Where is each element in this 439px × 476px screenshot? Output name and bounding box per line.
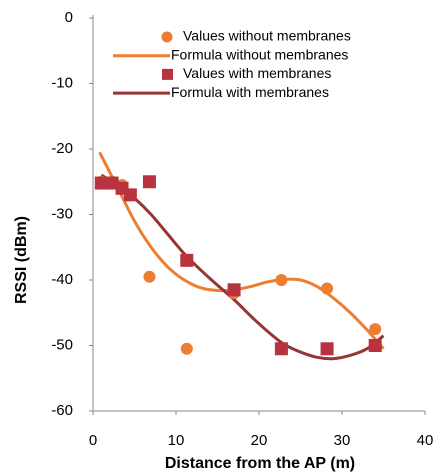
y-tick-label: -30 bbox=[51, 205, 73, 222]
legend: Values without membranes Formula without … bbox=[113, 28, 351, 100]
trend-line bbox=[100, 173, 385, 361]
y-axis-title: RSSI (dBm) bbox=[13, 216, 30, 304]
point bbox=[142, 175, 156, 189]
point bbox=[275, 274, 288, 286]
trend-line bbox=[98, 151, 385, 350]
point bbox=[123, 188, 137, 202]
x-tick-label: 0 bbox=[89, 432, 97, 449]
point bbox=[320, 342, 334, 356]
point bbox=[368, 339, 382, 352]
y-tick-label: -60 bbox=[51, 402, 73, 419]
y-tick-label: -50 bbox=[51, 336, 73, 353]
x-tick-label: 20 bbox=[251, 432, 268, 449]
legend-swatch bbox=[161, 31, 173, 43]
x-tick-label: 10 bbox=[168, 432, 185, 449]
x-tick-label: 40 bbox=[417, 432, 434, 449]
legend-label: Formula without membranes bbox=[171, 46, 348, 62]
legend-swatch bbox=[162, 68, 173, 80]
y-tick-label: 0 bbox=[65, 9, 73, 26]
legend-label: Values without membranes bbox=[183, 28, 351, 44]
y-tick-label: -10 bbox=[51, 74, 73, 91]
point bbox=[321, 282, 334, 295]
point bbox=[143, 270, 156, 283]
point bbox=[105, 176, 119, 190]
x-axis-title: Distance from the AP (m) bbox=[165, 455, 355, 472]
legend-label: Formula with membranes bbox=[171, 84, 329, 100]
legend-label: Values with membranes bbox=[183, 65, 331, 81]
point bbox=[227, 283, 241, 297]
point bbox=[274, 342, 288, 356]
point bbox=[369, 323, 382, 336]
point bbox=[180, 342, 193, 355]
x-tick-label: 30 bbox=[334, 432, 351, 449]
y-tick-label: -20 bbox=[51, 140, 73, 157]
point bbox=[180, 253, 194, 267]
y-tick-label: -40 bbox=[51, 271, 73, 288]
point bbox=[94, 176, 108, 190]
